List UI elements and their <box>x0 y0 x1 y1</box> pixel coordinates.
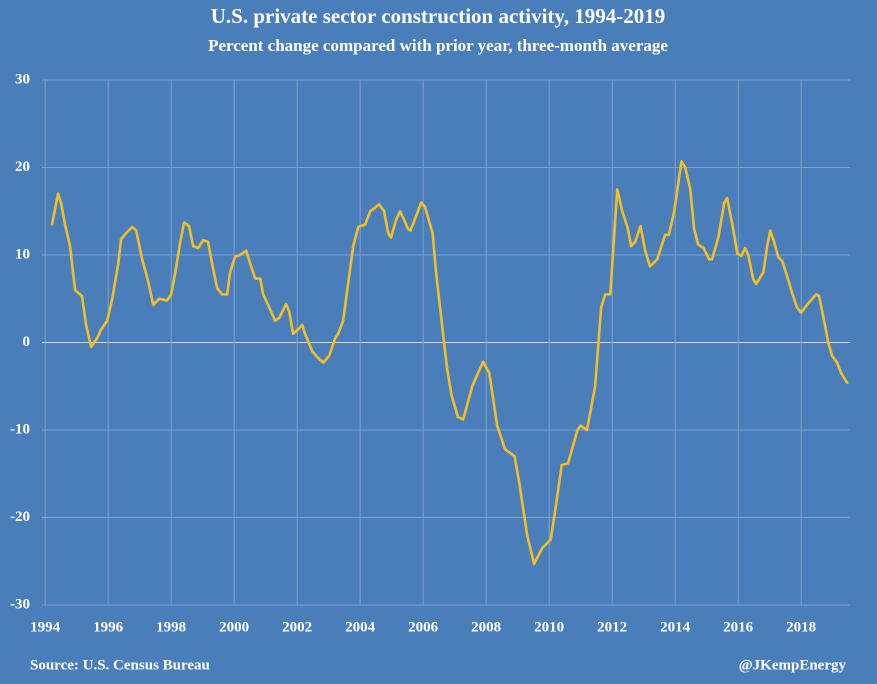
x-tick-label: 2004 <box>345 619 376 635</box>
x-tick-label: 2010 <box>534 619 564 635</box>
y-tick-label: 10 <box>15 246 30 262</box>
y-tick-label: 20 <box>15 159 30 175</box>
source: Source: U.S. Census Bureau <box>30 657 210 673</box>
y-tick-label: 0 <box>23 334 31 350</box>
y-tick-label: -30 <box>10 596 30 612</box>
x-tick-label: 1994 <box>30 619 61 635</box>
chart-title: U.S. private sector construction activit… <box>211 4 666 28</box>
x-tick-label: 2000 <box>219 619 249 635</box>
x-tick-label: 1998 <box>156 619 186 635</box>
x-tick-label: 2014 <box>660 619 691 635</box>
line-series <box>50 160 849 566</box>
x-tick-label: 2008 <box>471 619 501 635</box>
chart-subtitle: Percent change compared with prior year,… <box>208 36 668 55</box>
x-tick-label: 2002 <box>282 619 312 635</box>
y-tick-label: -10 <box>10 421 30 437</box>
y-tick-label: 30 <box>15 71 30 87</box>
x-tick-label: 2006 <box>408 619 439 635</box>
x-tick-label: 1996 <box>93 619 124 635</box>
x-tick-label: 2016 <box>723 619 754 635</box>
x-tick-label: 2018 <box>786 619 816 635</box>
credit: @JKempEnergy <box>739 657 847 673</box>
x-tick-label: 2012 <box>597 619 627 635</box>
y-tick-label: -20 <box>10 509 30 525</box>
